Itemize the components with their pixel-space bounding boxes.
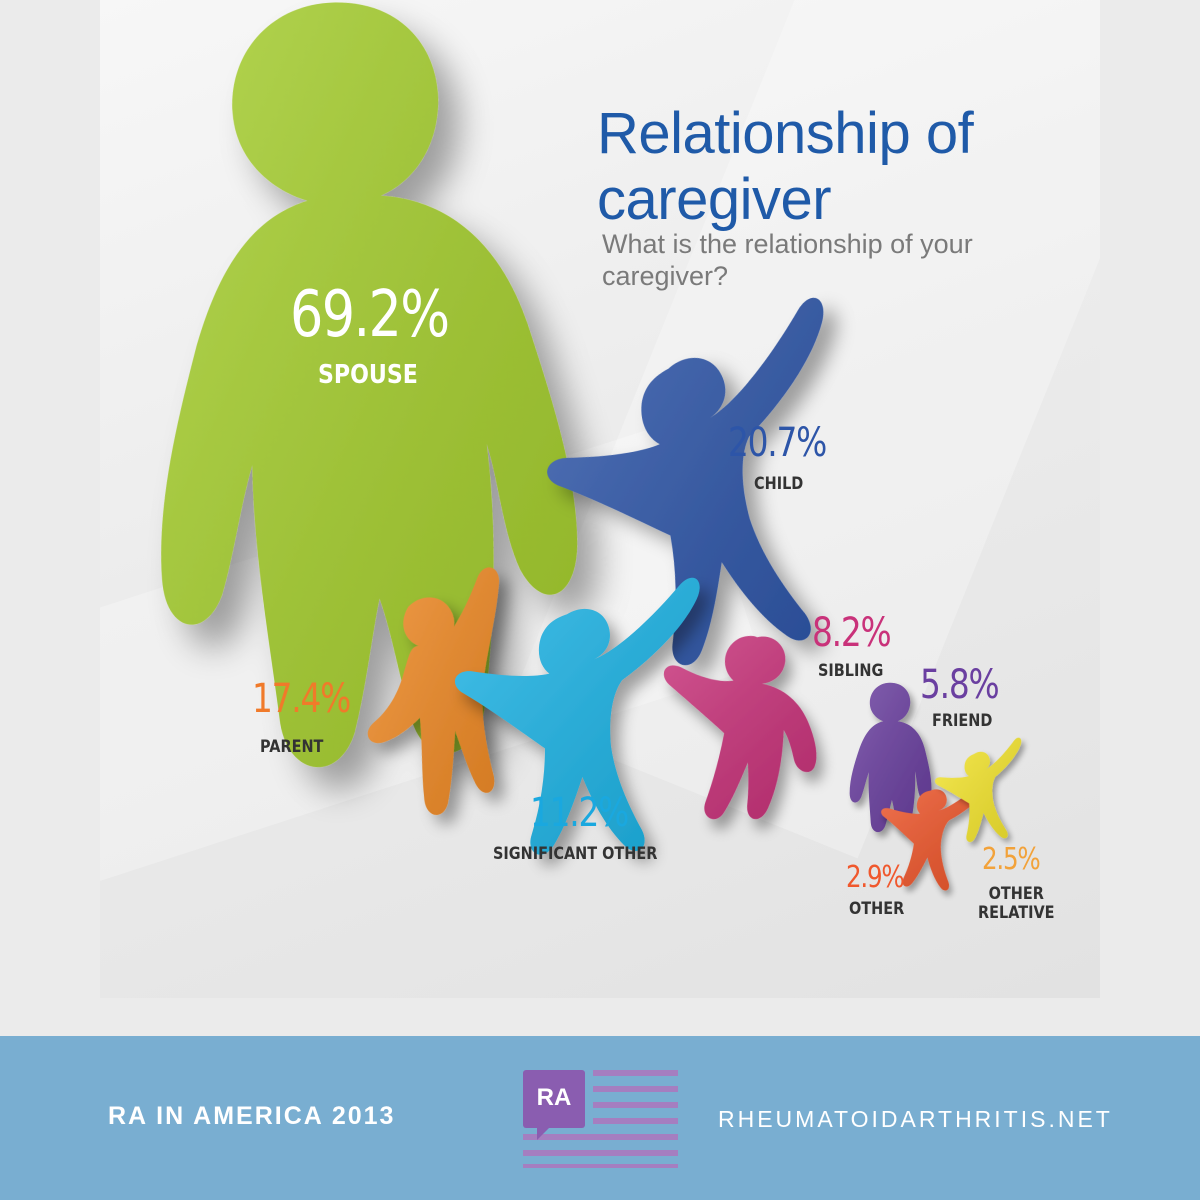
other-relative-category-label: OTHER RELATIVE <box>978 884 1055 923</box>
other-category-label: OTHER <box>849 899 905 919</box>
sibling-percent-label: 8.2% <box>812 610 892 656</box>
figure-shading <box>934 737 1022 843</box>
infographic-panel: Relationship of caregiver What is the re… <box>100 0 1100 998</box>
footer-bar: RA IN AMERICA 2013 RA RHEUMATOIDARTHRITI… <box>0 1036 1200 1200</box>
child-category-label: CHILD <box>754 474 804 494</box>
figure-other-relative <box>934 737 1022 843</box>
child-percent-label: 20.7% <box>728 420 827 466</box>
figure-shading <box>881 783 986 891</box>
figure-child <box>547 297 824 666</box>
figure-shading <box>161 2 578 768</box>
figure-friend <box>849 682 932 833</box>
figure-shading <box>663 635 817 820</box>
site-logo[interactable]: RA <box>523 1070 678 1168</box>
logo-stripe <box>523 1150 678 1156</box>
logo-stripe <box>523 1164 678 1168</box>
logo-stripe <box>523 1134 678 1140</box>
figure-parent <box>367 567 499 815</box>
logo-text: RA <box>536 1084 572 1111</box>
other-percent-label: 2.9% <box>846 860 905 895</box>
caregiver-figures <box>161 2 1022 891</box>
figure-shading <box>367 567 499 815</box>
figure-other <box>881 783 986 891</box>
spouse-percent-label: 69.2% <box>290 278 450 352</box>
logo-stripe <box>593 1118 678 1124</box>
parent-category-label: PARENT <box>260 737 324 757</box>
spouse-category-label: SPOUSE <box>318 360 418 390</box>
logo-stripe <box>593 1102 678 1108</box>
figure-spouse <box>161 2 578 768</box>
footer-campaign-title: RA IN AMERICA 2013 <box>108 1102 396 1130</box>
speech-bubble-icon <box>523 1070 585 1128</box>
chart-title: Relationship of caregiver <box>597 100 974 232</box>
logo-stripe <box>593 1086 678 1092</box>
figure-shading <box>849 682 932 833</box>
figure-significant-other <box>454 577 700 855</box>
other-relative-percent-label: 2.5% <box>982 842 1041 877</box>
figure-sibling <box>663 635 817 820</box>
friend-percent-label: 5.8% <box>920 662 1000 708</box>
significant-other-category-label: SIGNIFICANT OTHER <box>493 844 658 864</box>
chart-subtitle: What is the relationship of your caregiv… <box>602 229 973 291</box>
figure-shading <box>454 577 700 855</box>
logo-stripe <box>593 1070 678 1076</box>
figure-shading <box>547 297 824 666</box>
website-link[interactable]: RHEUMATOIDARTHRITIS.NET <box>718 1106 1113 1132</box>
significant-other-percent-label: 11.2% <box>530 790 629 836</box>
sibling-category-label: SIBLING <box>818 661 884 681</box>
speech-bubble-tail <box>537 1126 551 1140</box>
friend-category-label: FRIEND <box>932 711 993 731</box>
parent-percent-label: 17.4% <box>252 676 351 722</box>
